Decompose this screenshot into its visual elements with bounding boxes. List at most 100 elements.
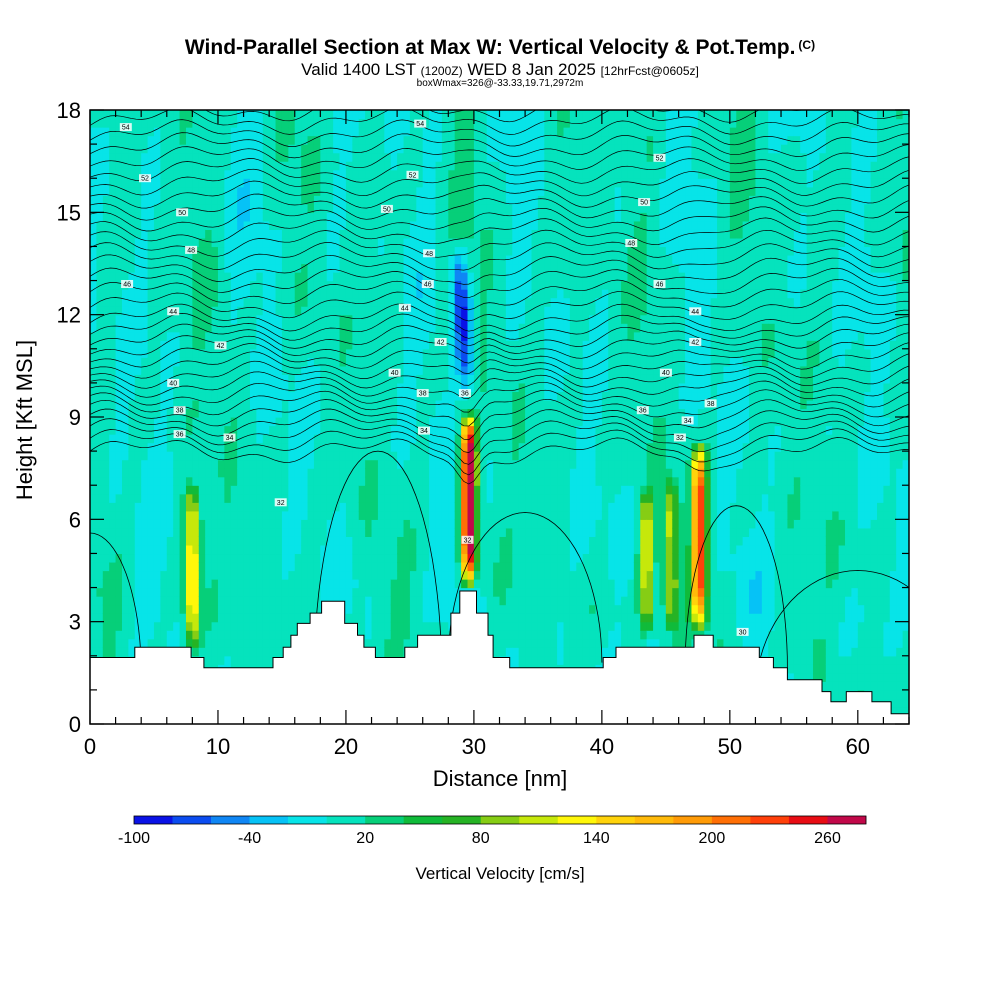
- velocity-cell: [211, 357, 219, 367]
- velocity-cell: [185, 186, 193, 196]
- velocity-cell: [435, 630, 443, 640]
- velocity-cell: [313, 596, 321, 606]
- velocity-cell: [166, 280, 174, 290]
- velocity-cell: [345, 289, 353, 299]
- velocity-cell: [115, 212, 123, 222]
- velocity-cell: [121, 485, 129, 495]
- velocity-cell: [230, 118, 238, 128]
- velocity-cell: [409, 340, 417, 350]
- velocity-cell: [512, 553, 520, 563]
- velocity-cell: [249, 382, 257, 393]
- velocity-cell: [499, 272, 507, 282]
- velocity-cell: [269, 135, 277, 145]
- velocity-cell: [192, 579, 200, 589]
- velocity-cell: [243, 544, 251, 555]
- velocity-cell: [486, 468, 494, 478]
- velocity-cell: [243, 510, 251, 520]
- velocity-cell: [518, 289, 526, 299]
- velocity-cell: [390, 382, 398, 393]
- velocity-cell: [518, 135, 526, 145]
- velocity-cell: [256, 596, 264, 606]
- velocity-cell: [307, 152, 315, 162]
- velocity-cell: [505, 246, 513, 256]
- velocity-cell: [185, 630, 193, 640]
- velocity-cell: [153, 399, 161, 410]
- velocity-cell: [448, 220, 456, 230]
- velocity-cell: [493, 459, 501, 469]
- velocity-cell: [307, 195, 315, 205]
- velocity-cell: [397, 331, 405, 341]
- velocity-cell: [121, 468, 129, 478]
- velocity-cell: [192, 237, 200, 248]
- velocity-cell: [480, 476, 488, 486]
- velocity-cell: [493, 297, 501, 307]
- velocity-cell: [121, 314, 129, 324]
- velocity-cell: [416, 220, 424, 230]
- velocity-cell: [153, 118, 161, 128]
- velocity-cell: [467, 382, 475, 393]
- velocity-cell: [390, 647, 398, 657]
- velocity-cell: [147, 519, 155, 529]
- velocity-cell: [237, 229, 245, 239]
- velocity-cell: [185, 391, 193, 401]
- velocity-cell: [96, 425, 104, 435]
- velocity-cell: [262, 212, 270, 222]
- velocity-cell: [96, 621, 104, 631]
- velocity-cell: [192, 306, 200, 316]
- velocity-cell: [448, 579, 456, 589]
- velocity-cell: [256, 220, 264, 230]
- velocity-cell: [205, 323, 213, 333]
- velocity-cell: [243, 425, 251, 435]
- velocity-cell: [179, 485, 187, 495]
- velocity-cell: [192, 331, 200, 341]
- velocity-cell: [249, 613, 257, 623]
- velocity-cell: [377, 382, 385, 393]
- velocity-cell: [377, 502, 385, 512]
- velocity-cell: [211, 596, 219, 606]
- velocity-cell: [166, 502, 174, 512]
- velocity-cell: [192, 340, 200, 350]
- velocity-cell: [198, 442, 206, 452]
- velocity-cell: [243, 655, 251, 665]
- velocity-cell: [435, 510, 443, 520]
- velocity-cell: [377, 638, 385, 648]
- velocity-cell: [256, 553, 264, 563]
- velocity-cell: [230, 152, 238, 162]
- velocity-cell: [307, 246, 315, 256]
- velocity-cell: [313, 587, 321, 597]
- velocity-cell: [179, 510, 187, 520]
- velocity-cell: [480, 519, 488, 529]
- velocity-cell: [358, 596, 366, 606]
- velocity-cell: [90, 561, 97, 572]
- velocity-cell: [198, 587, 206, 597]
- velocity-cell: [313, 195, 321, 205]
- velocity-cell: [294, 519, 302, 529]
- velocity-cell: [352, 579, 360, 589]
- velocity-cell: [224, 417, 232, 427]
- velocity-cell: [525, 502, 533, 512]
- velocity-cell: [326, 314, 334, 324]
- velocity-cell: [134, 246, 142, 256]
- velocity-cell: [109, 314, 117, 324]
- velocity-cell: [352, 169, 360, 179]
- velocity-cell: [141, 314, 149, 324]
- velocity-cell: [345, 434, 353, 444]
- velocity-cell: [326, 110, 334, 120]
- velocity-cell: [326, 399, 334, 410]
- velocity-cell: [230, 195, 238, 205]
- velocity-cell: [339, 118, 347, 128]
- velocity-cell: [461, 118, 469, 128]
- velocity-cell: [435, 169, 443, 179]
- velocity-cell: [185, 195, 193, 205]
- velocity-cell: [147, 459, 155, 469]
- velocity-cell: [326, 340, 334, 350]
- velocity-cell: [377, 229, 385, 239]
- velocity-cell: [115, 289, 123, 299]
- velocity-cell: [230, 630, 238, 640]
- velocity-cell: [141, 365, 149, 375]
- velocity-cell: [467, 135, 475, 145]
- velocity-cell: [179, 110, 187, 120]
- velocity-cell: [249, 579, 257, 589]
- velocity-cell: [339, 246, 347, 256]
- velocity-cell: [211, 127, 219, 137]
